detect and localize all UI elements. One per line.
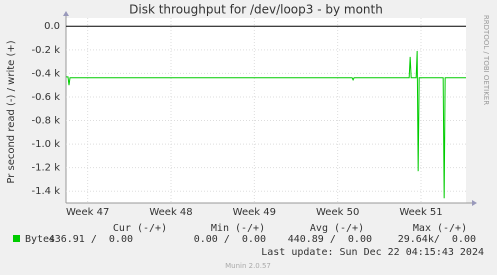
plot-area bbox=[66, 18, 466, 203]
y-tick-label: -1.2 k bbox=[32, 163, 61, 174]
x-tick-label: Week 48 bbox=[149, 207, 192, 218]
chart-title: Disk throughput for /dev/loop3 - by mont… bbox=[129, 3, 383, 17]
legend-header: Min (-/+) bbox=[211, 223, 265, 234]
legend-value: 0.00 / 0.00 bbox=[194, 234, 266, 245]
y-axis-label: Pr second read (-) / write (+) bbox=[6, 40, 17, 183]
y-tick-label: -0.6 k bbox=[32, 92, 61, 103]
y-tick-label: -1.0 k bbox=[32, 139, 61, 150]
x-tick-label: Week 47 bbox=[66, 207, 109, 218]
x-tick-label: Week 51 bbox=[399, 207, 442, 218]
x-tick-label: Week 49 bbox=[233, 207, 276, 218]
legend-value: 436.91 / 0.00 bbox=[49, 234, 133, 245]
y-tick-label: 0.0 bbox=[44, 21, 60, 32]
y-tick-label: -1.4 k bbox=[32, 186, 61, 197]
data-line bbox=[66, 50, 466, 199]
y-tick-label: -0.2 k bbox=[32, 45, 61, 56]
y-arrow bbox=[63, 11, 69, 16]
legend-swatch bbox=[13, 235, 20, 242]
side-text: RRDTOOL / TOBI OETIKER bbox=[482, 15, 490, 105]
legend-value: 440.89 / 0.00 bbox=[288, 234, 372, 245]
x-arrow bbox=[472, 200, 477, 206]
y-tick-label: -0.4 k bbox=[32, 68, 61, 79]
last-update: Last update: Sun Dec 22 04:15:43 2024 bbox=[261, 247, 484, 258]
legend-label: Bytes bbox=[25, 234, 55, 245]
legend-header: Cur (-/+) bbox=[113, 223, 167, 234]
footer: Munin 2.0.57 bbox=[225, 262, 271, 270]
legend-header: Max (-/+) bbox=[413, 223, 467, 234]
legend-header: Avg (-/+) bbox=[310, 223, 364, 234]
y-tick-label: -0.8 k bbox=[32, 116, 61, 127]
legend-value: 29.64k/ 0.00 bbox=[398, 234, 476, 245]
x-tick-label: Week 50 bbox=[316, 207, 359, 218]
